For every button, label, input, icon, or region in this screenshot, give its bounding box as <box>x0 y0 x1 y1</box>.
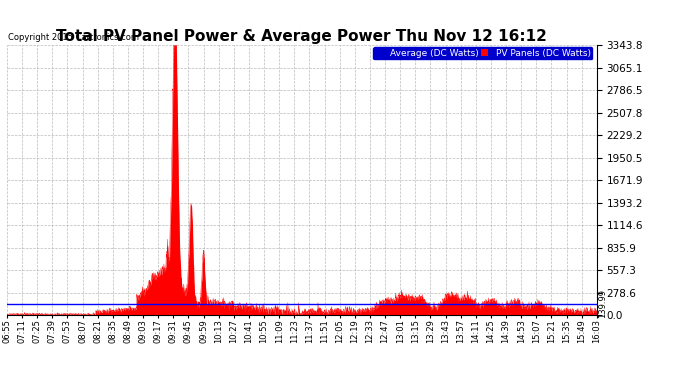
Legend: Average (DC Watts), PV Panels (DC Watts): Average (DC Watts), PV Panels (DC Watts) <box>373 47 592 59</box>
Text: 139.99: 139.99 <box>0 289 2 318</box>
Title: Total PV Panel Power & Average Power Thu Nov 12 16:12: Total PV Panel Power & Average Power Thu… <box>57 29 547 44</box>
Text: Copyright 2015 Cartronics.com: Copyright 2015 Cartronics.com <box>8 33 139 42</box>
Text: 139.99: 139.99 <box>598 289 607 318</box>
